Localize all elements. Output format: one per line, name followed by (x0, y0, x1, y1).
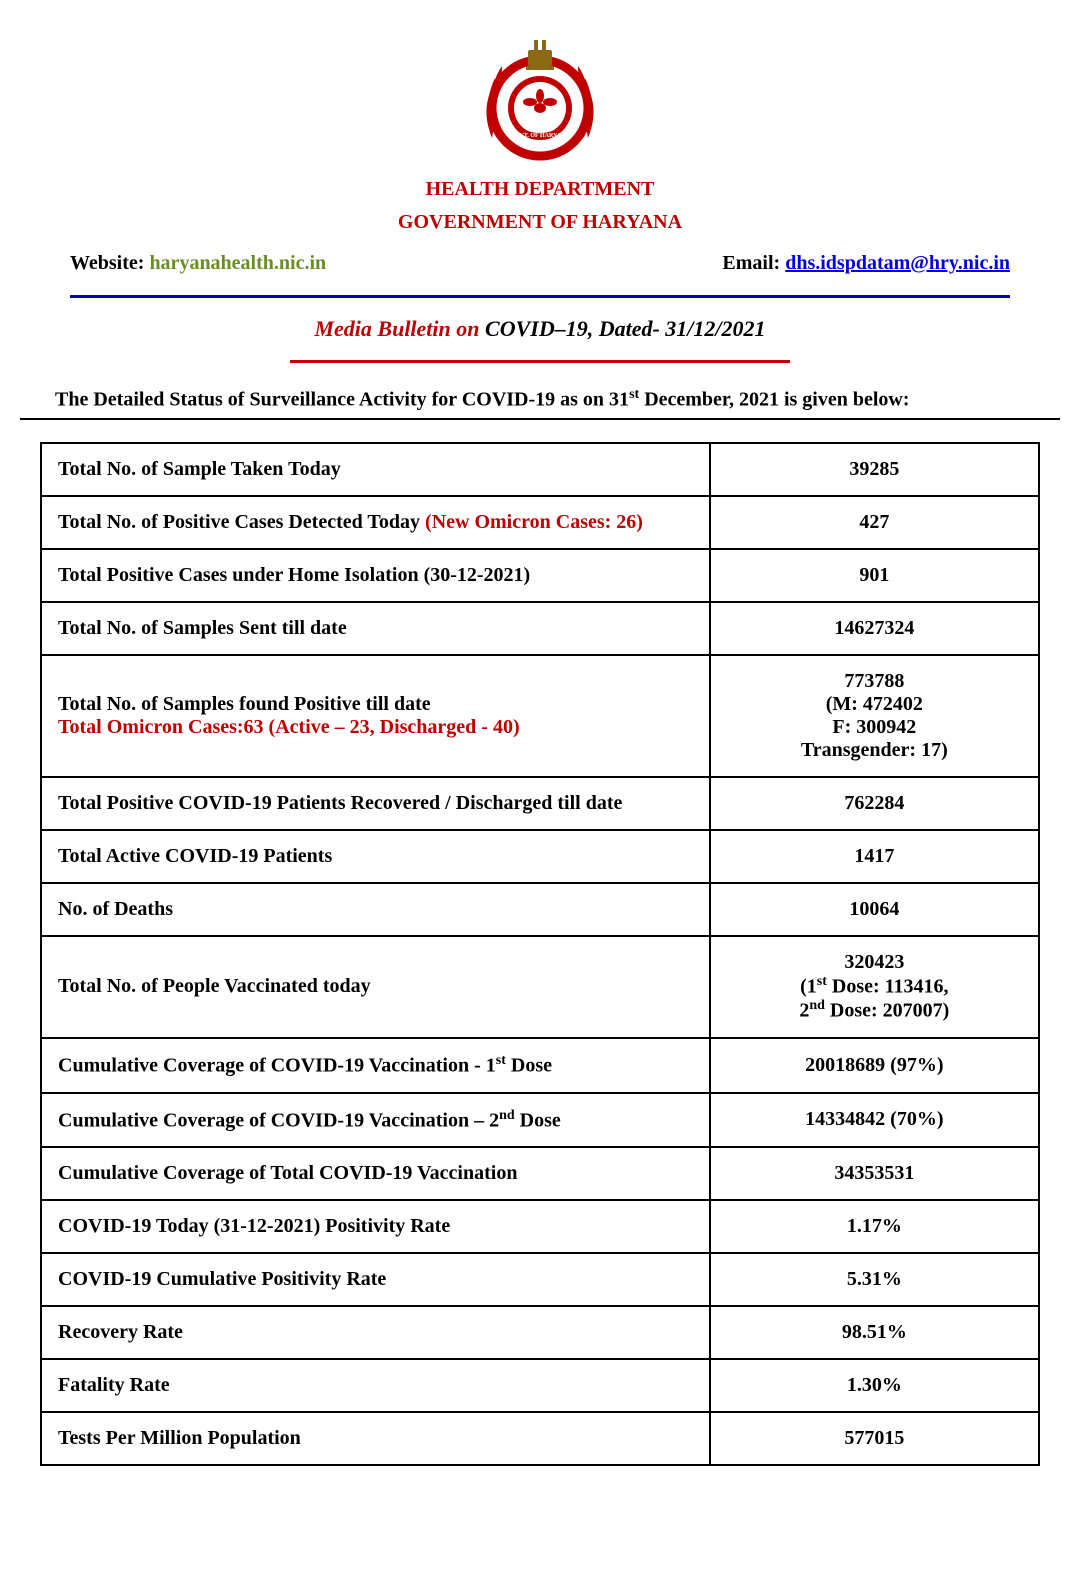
row-value: 20018689 (97%) (710, 1038, 1039, 1093)
govt-emblem-icon: GOVT. OF HARYANA (470, 30, 610, 170)
row-label: Tests Per Million Population (41, 1412, 710, 1465)
table-row: Total Positive Cases under Home Isolatio… (41, 549, 1039, 602)
row-label: Fatality Rate (41, 1359, 710, 1412)
row-value: 5.31% (710, 1253, 1039, 1306)
row-label: Total No. of Positive Cases Detected Tod… (41, 496, 710, 549)
row-value: 1.17% (710, 1200, 1039, 1253)
subheading-pre: The Detailed Status of Surveillance Acti… (55, 389, 629, 411)
divider-red (290, 360, 790, 363)
table-row: Cumulative Coverage of COVID-19 Vaccinat… (41, 1093, 1039, 1148)
row-label: Recovery Rate (41, 1306, 710, 1359)
website-block: Website: haryanahealth.nic.in (70, 252, 326, 275)
row-label: Total Positive Cases under Home Isolatio… (41, 549, 710, 602)
bulletin-title: Media Bulletin on COVID–19, Dated- 31/12… (0, 316, 1080, 342)
contact-row: Website: haryanahealth.nic.in Email: dhs… (0, 252, 1080, 275)
row-label: Total Active COVID-19 Patients (41, 830, 710, 883)
row-value: 577015 (710, 1412, 1039, 1465)
divider-blue (70, 295, 1010, 298)
row-label: Total No. of People Vaccinated today (41, 936, 710, 1038)
row-label: Total No. of Sample Taken Today (41, 443, 710, 496)
row-value: 901 (710, 549, 1039, 602)
table-row: COVID-19 Today (31-12-2021) Positivity R… (41, 1200, 1039, 1253)
row-value: 427 (710, 496, 1039, 549)
website-link[interactable]: haryanahealth.nic.in (149, 252, 326, 274)
subheading-sup: st (629, 387, 639, 402)
row-value: 34353531 (710, 1147, 1039, 1200)
bulletin-name: COVID–19 (485, 316, 588, 341)
subheading-post: December, 2021 is given below: (639, 389, 909, 411)
row-label: Cumulative Coverage of COVID-19 Vaccinat… (41, 1093, 710, 1148)
department-title: HEALTH DEPARTMENT (0, 178, 1080, 201)
row-value: 39285 (710, 443, 1039, 496)
table-row: COVID-19 Cumulative Positivity Rate5.31% (41, 1253, 1039, 1306)
website-label: Website: (70, 252, 149, 274)
row-value: 1.30% (710, 1359, 1039, 1412)
table-row: Cumulative Coverage of COVID-19 Vaccinat… (41, 1038, 1039, 1093)
table-row: Total No. of Samples found Positive till… (41, 655, 1039, 777)
status-subheading: The Detailed Status of Surveillance Acti… (0, 387, 1080, 412)
row-label: Cumulative Coverage of Total COVID-19 Va… (41, 1147, 710, 1200)
row-value: 773788(M: 472402F: 300942Transgender: 17… (710, 655, 1039, 777)
svg-text:GOVT. OF HARYANA: GOVT. OF HARYANA (510, 133, 570, 139)
bulletin-prefix: Media Bulletin on (314, 316, 485, 341)
status-table: Total No. of Sample Taken Today39285Tota… (40, 442, 1040, 1467)
table-row: Recovery Rate98.51% (41, 1306, 1039, 1359)
table-row: Total No. of Positive Cases Detected Tod… (41, 496, 1039, 549)
government-title: GOVERNMENT OF HARYANA (0, 211, 1080, 234)
row-value: 98.51% (710, 1306, 1039, 1359)
bulletin-date-prefix: , Dated- (588, 316, 666, 341)
table-row: Total No. of People Vaccinated today3204… (41, 936, 1039, 1038)
table-row: Total No. of Sample Taken Today39285 (41, 443, 1039, 496)
row-label: COVID-19 Cumulative Positivity Rate (41, 1253, 710, 1306)
row-label: Total Positive COVID-19 Patients Recover… (41, 777, 710, 830)
email-block: Email: dhs.idspdatam@hry.nic.in (722, 252, 1010, 275)
row-label: Total No. of Samples Sent till date (41, 602, 710, 655)
email-link[interactable]: dhs.idspdatam@hry.nic.in (785, 252, 1010, 274)
table-row: Fatality Rate1.30% (41, 1359, 1039, 1412)
row-value: 762284 (710, 777, 1039, 830)
header-block: GOVT. OF HARYANA HEALTH DEPARTMENT GOVER… (0, 30, 1080, 234)
row-label: No. of Deaths (41, 883, 710, 936)
row-label: COVID-19 Today (31-12-2021) Positivity R… (41, 1200, 710, 1253)
row-value: 14627324 (710, 602, 1039, 655)
row-label: Total No. of Samples found Positive till… (41, 655, 710, 777)
row-value: 320423(1st Dose: 113416,2nd Dose: 207007… (710, 936, 1039, 1038)
table-row: Tests Per Million Population577015 (41, 1412, 1039, 1465)
table-row: No. of Deaths10064 (41, 883, 1039, 936)
row-value: 1417 (710, 830, 1039, 883)
row-label: Cumulative Coverage of COVID-19 Vaccinat… (41, 1038, 710, 1093)
status-table-body: Total No. of Sample Taken Today39285Tota… (41, 443, 1039, 1466)
table-row: Total Positive COVID-19 Patients Recover… (41, 777, 1039, 830)
email-label: Email: (722, 252, 785, 274)
row-value: 14334842 (70%) (710, 1093, 1039, 1148)
underline-full (20, 418, 1060, 420)
table-row: Total Active COVID-19 Patients1417 (41, 830, 1039, 883)
table-row: Total No. of Samples Sent till date14627… (41, 602, 1039, 655)
row-value: 10064 (710, 883, 1039, 936)
table-row: Cumulative Coverage of Total COVID-19 Va… (41, 1147, 1039, 1200)
bulletin-date: 31/12/2021 (665, 316, 765, 341)
